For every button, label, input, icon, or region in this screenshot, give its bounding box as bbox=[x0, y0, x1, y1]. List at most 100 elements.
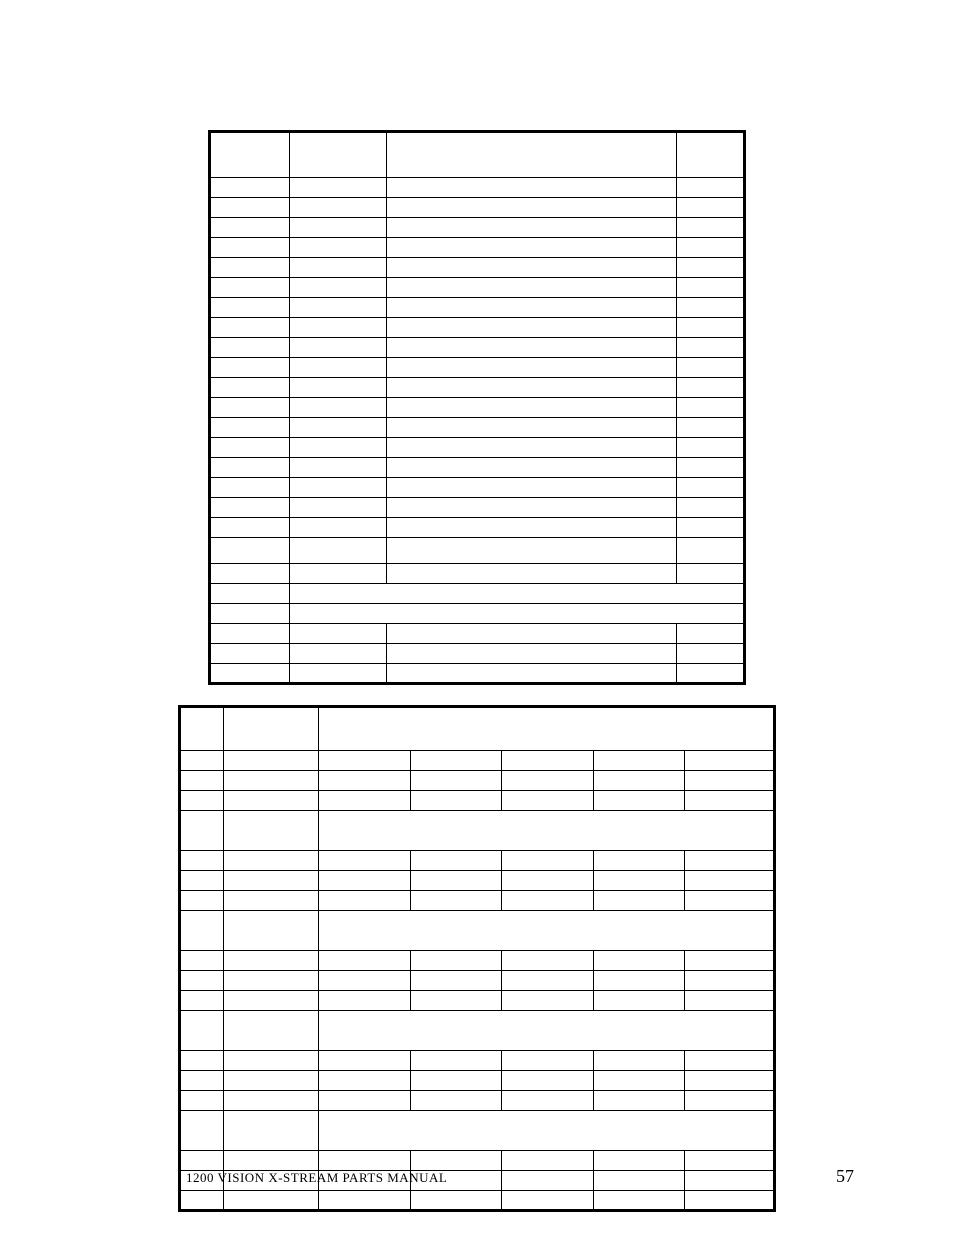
cell bbox=[386, 498, 676, 518]
cell bbox=[386, 398, 676, 418]
cell bbox=[502, 771, 594, 791]
cell bbox=[210, 438, 290, 458]
cell bbox=[319, 791, 411, 811]
cell bbox=[685, 851, 775, 871]
cell bbox=[685, 891, 775, 911]
cell bbox=[289, 338, 386, 358]
cell bbox=[319, 707, 775, 751]
cell bbox=[502, 951, 594, 971]
cell bbox=[593, 851, 685, 871]
table-row bbox=[180, 991, 775, 1011]
cell bbox=[410, 771, 502, 791]
cell bbox=[289, 498, 386, 518]
cell bbox=[180, 991, 224, 1011]
cell bbox=[319, 971, 411, 991]
cell bbox=[677, 338, 745, 358]
cell bbox=[502, 751, 594, 771]
cell bbox=[677, 538, 745, 564]
cell bbox=[180, 1051, 224, 1071]
cell bbox=[289, 198, 386, 218]
cell bbox=[289, 644, 386, 664]
cell bbox=[210, 238, 290, 258]
cell bbox=[677, 498, 745, 518]
cell bbox=[386, 478, 676, 498]
cell bbox=[223, 1111, 319, 1151]
cell bbox=[410, 1071, 502, 1091]
cell bbox=[386, 664, 676, 684]
cell bbox=[386, 132, 676, 178]
table-row bbox=[180, 771, 775, 791]
cell bbox=[677, 198, 745, 218]
cell bbox=[210, 518, 290, 538]
cell bbox=[210, 584, 290, 604]
cell bbox=[289, 132, 386, 178]
cell bbox=[223, 951, 319, 971]
cell bbox=[677, 418, 745, 438]
cell bbox=[410, 751, 502, 771]
cell bbox=[410, 1051, 502, 1071]
cell bbox=[593, 1071, 685, 1091]
cell bbox=[319, 891, 411, 911]
cell bbox=[386, 644, 676, 664]
cell bbox=[223, 1191, 319, 1211]
cell bbox=[223, 811, 319, 851]
cell bbox=[180, 1011, 224, 1051]
cell bbox=[685, 991, 775, 1011]
cell bbox=[502, 971, 594, 991]
cell bbox=[210, 498, 290, 518]
table-row bbox=[210, 498, 745, 518]
cell bbox=[593, 891, 685, 911]
cell bbox=[685, 1091, 775, 1111]
table-row bbox=[180, 707, 775, 751]
cell bbox=[289, 584, 744, 604]
cell bbox=[685, 951, 775, 971]
cell bbox=[289, 418, 386, 438]
cell bbox=[289, 604, 744, 624]
table-row bbox=[210, 318, 745, 338]
cell bbox=[319, 991, 411, 1011]
cell bbox=[410, 791, 502, 811]
table-row bbox=[210, 198, 745, 218]
cell bbox=[386, 564, 676, 584]
cell bbox=[502, 871, 594, 891]
cell bbox=[677, 132, 745, 178]
cell bbox=[180, 707, 224, 751]
cell bbox=[677, 318, 745, 338]
cell bbox=[386, 258, 676, 278]
cell bbox=[210, 338, 290, 358]
cell bbox=[410, 991, 502, 1011]
table-row bbox=[180, 971, 775, 991]
cell bbox=[180, 1071, 224, 1091]
cell bbox=[289, 398, 386, 418]
cell bbox=[410, 1091, 502, 1111]
cell bbox=[210, 258, 290, 278]
table-row bbox=[180, 791, 775, 811]
cell bbox=[410, 951, 502, 971]
cell bbox=[410, 891, 502, 911]
cell bbox=[180, 771, 224, 791]
cell bbox=[210, 318, 290, 338]
table-row bbox=[180, 751, 775, 771]
cell bbox=[593, 1091, 685, 1111]
cell bbox=[223, 851, 319, 871]
cell bbox=[386, 438, 676, 458]
cell bbox=[593, 791, 685, 811]
cell bbox=[677, 258, 745, 278]
table-row bbox=[180, 891, 775, 911]
cell bbox=[319, 1071, 411, 1091]
cell bbox=[593, 751, 685, 771]
cell bbox=[289, 664, 386, 684]
table-row bbox=[210, 664, 745, 684]
cell bbox=[223, 1071, 319, 1091]
cell bbox=[386, 538, 676, 564]
cell bbox=[223, 991, 319, 1011]
cell bbox=[386, 318, 676, 338]
cell bbox=[386, 624, 676, 644]
table-row bbox=[210, 238, 745, 258]
cell bbox=[677, 664, 745, 684]
table-row bbox=[210, 538, 745, 564]
table-row bbox=[210, 624, 745, 644]
table-row bbox=[210, 518, 745, 538]
cell bbox=[386, 218, 676, 238]
table-row bbox=[180, 851, 775, 871]
